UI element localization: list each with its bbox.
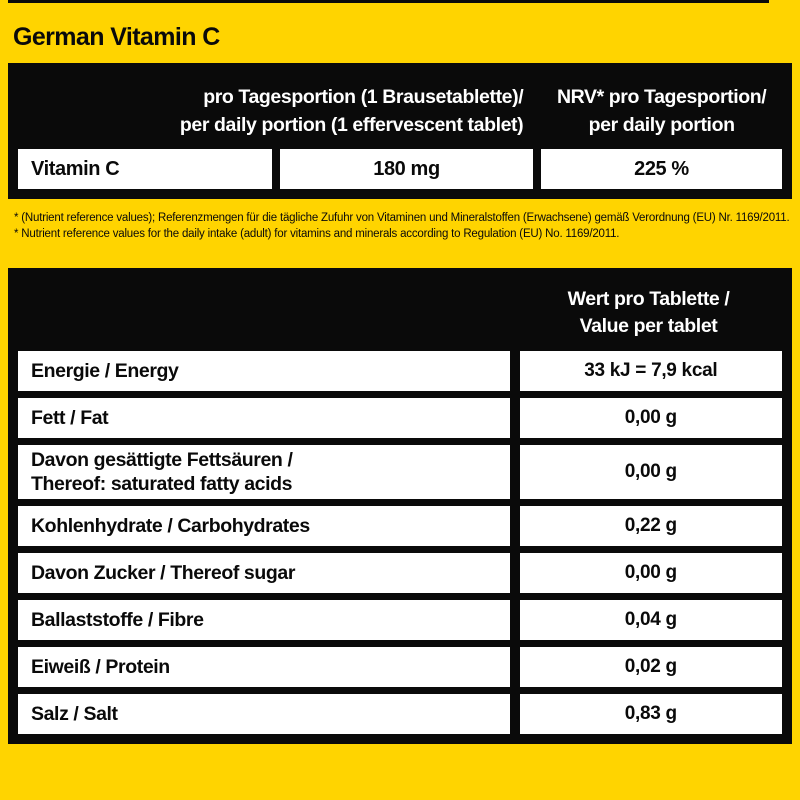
nutrient-value: 33 kJ = 7,9 kcal (519, 351, 782, 391)
nutrient-name: Vitamin C (18, 149, 273, 189)
nutrient-name: Salz / Salt (18, 694, 510, 734)
nutrient-value: 0,00 g (519, 445, 782, 499)
nutrient-name: Eiweiß / Protein (18, 647, 510, 687)
nutrient-name: Kohlenhydrate / Carbohydrates (18, 506, 510, 546)
nrv-header-nrv-line2: per daily portion (588, 114, 735, 136)
nutrient-name-line1: Davon gesättigte Fettsäuren / (31, 449, 293, 471)
nutrition-header-spacer (18, 286, 505, 340)
table-row: Kohlenhydrate / Carbohydrates 0,22 g (18, 506, 782, 546)
nutrient-value: 0,00 g (519, 398, 782, 438)
table-row: Davon Zucker / Thereof sugar 0,00 g (18, 553, 782, 593)
nutrition-table: Wert pro Tablette / Value per tablet Ene… (8, 268, 792, 744)
nutrient-name-line1: Energie / Energy (31, 360, 179, 382)
table-row: Ballaststoffe / Fibre 0,04 g (18, 600, 782, 640)
nutrient-name-line1: Kohlenhydrate / Carbohydrates (31, 515, 310, 537)
top-divider-strip (8, 0, 769, 3)
nutrient-nrv-percent: 225 % (540, 149, 782, 189)
nutrient-name-line1: Fett / Fat (31, 407, 109, 429)
nutrition-header-line1: Wert pro Tablette / (567, 288, 730, 310)
table-row: Eiweiß / Protein 0,02 g (18, 647, 782, 687)
page-title: German Vitamin C (13, 22, 220, 51)
nutrient-value: 0,02 g (519, 647, 782, 687)
nutrient-name: Fett / Fat (18, 398, 510, 438)
nutrient-name-line1: Davon Zucker / Thereof sugar (31, 562, 296, 584)
nutrient-name: Davon gesättigte Fettsäuren / Thereof: s… (18, 445, 510, 499)
footnote-english: * Nutrient reference values for the dail… (14, 228, 620, 240)
nutrient-name-line1: Ballaststoffe / Fibre (31, 609, 204, 631)
nutrient-value: 0,83 g (519, 694, 782, 734)
nutrition-header-line2: Value per tablet (579, 315, 718, 337)
nutrient-value: 0,22 g (519, 506, 782, 546)
nutrient-amount: 180 mg (280, 149, 533, 189)
nutrient-name-line1: Salz / Salt (31, 703, 118, 725)
nutrient-value: 0,04 g (519, 600, 782, 640)
nutrient-name-line1: Eiweiß / Protein (31, 656, 170, 678)
table-row: Vitamin C 180 mg 225 % (18, 149, 782, 189)
nrv-footnotes: * (Nutrient reference values); Referenzm… (14, 210, 790, 242)
nrv-header-portion-line2: per daily portion (1 effervescent tablet… (179, 114, 524, 136)
nutrient-name-line2: Thereof: saturated fatty acids (31, 473, 293, 495)
nrv-header-nrv-line1: NRV* pro Tagesportion/ (556, 86, 767, 108)
nutrient-name: Energie / Energy (18, 351, 510, 391)
nrv-header-nrv: NRV* pro Tagesportion/ per daily portion (541, 83, 782, 139)
nutrition-header-value: Wert pro Tablette / Value per tablet (515, 286, 782, 340)
footnote-german: * (Nutrient reference values); Referenzm… (14, 212, 790, 224)
nutrient-name: Davon Zucker / Thereof sugar (18, 553, 510, 593)
nutrition-table-header: Wert pro Tablette / Value per tablet (18, 278, 782, 344)
nutrient-value: 0,00 g (519, 553, 782, 593)
table-row: Davon gesättigte Fettsäuren / Thereof: s… (18, 445, 782, 499)
table-row: Fett / Fat 0,00 g (18, 398, 782, 438)
nrv-header-portion: pro Tagesportion (1 Brausetablette)/ per… (18, 83, 533, 139)
nrv-header-portion-line1: pro Tagesportion (1 Brausetablette)/ (203, 86, 524, 108)
table-row: Energie / Energy 33 kJ = 7,9 kcal (18, 351, 782, 391)
nutrient-name: Ballaststoffe / Fibre (18, 600, 510, 640)
nrv-table-header: pro Tagesportion (1 Brausetablette)/ per… (18, 73, 782, 141)
table-row: Salz / Salt 0,83 g (18, 694, 782, 734)
nrv-table: pro Tagesportion (1 Brausetablette)/ per… (8, 63, 792, 199)
